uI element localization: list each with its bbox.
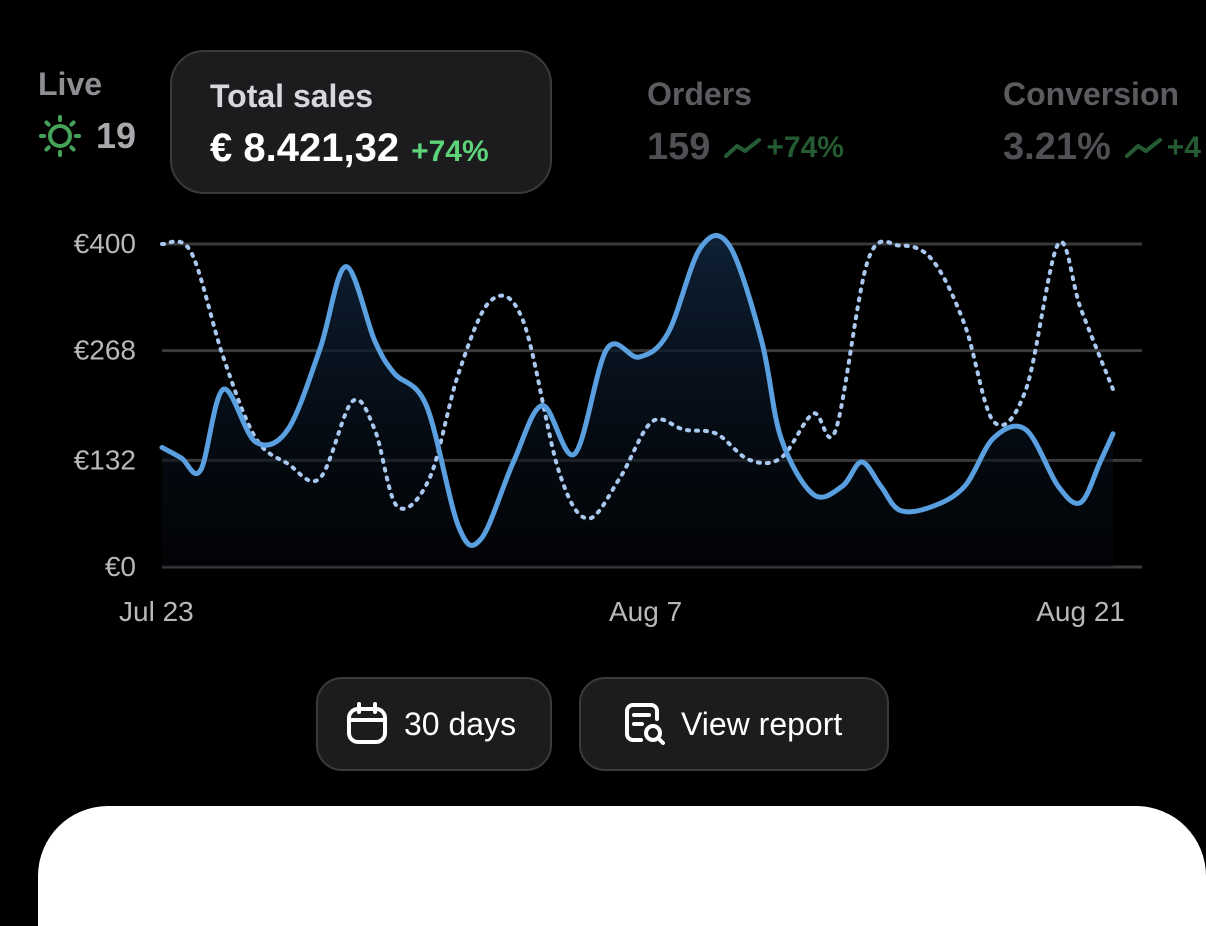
conversion-title: Conversion bbox=[1003, 76, 1180, 112]
total-sales-delta: +74% bbox=[411, 135, 489, 168]
sales-line-chart[interactable]: €400 €268 €132 €0 Jul 23 Aug 7 Aug 21 bbox=[0, 210, 1206, 630]
live-visitors: Live 19 bbox=[38, 64, 136, 158]
conversion-delta: +4 bbox=[1166, 130, 1201, 164]
conversion-value-row: 3.21% +4 bbox=[1003, 126, 1201, 169]
x-tick-label: Jul 23 bbox=[119, 596, 194, 627]
view-report-button[interactable]: View report bbox=[579, 677, 889, 771]
orders-title: Orders bbox=[647, 76, 752, 112]
date-range-button[interactable]: 30 days bbox=[316, 677, 552, 771]
total-sales-title: Total sales bbox=[210, 78, 374, 114]
orders-value: 159 bbox=[647, 126, 711, 168]
sun-icon bbox=[39, 115, 81, 157]
trend-up-icon bbox=[724, 137, 762, 158]
current-period-area bbox=[162, 235, 1113, 567]
live-count: 19 bbox=[96, 115, 137, 156]
previous-period-line bbox=[160, 239, 1115, 521]
orders-value-row: 159 +74% bbox=[647, 126, 844, 169]
view-report-label: View report bbox=[681, 705, 843, 742]
bottom-sheet bbox=[38, 806, 1206, 926]
y-tick-label: €268 bbox=[74, 335, 136, 366]
trend-up-icon bbox=[1124, 137, 1162, 158]
orders-metric[interactable]: Orders 159 +74% bbox=[647, 74, 844, 169]
y-tick-label: €132 bbox=[74, 444, 136, 475]
x-tick-label: Aug 7 bbox=[609, 596, 682, 627]
y-tick-label: €400 bbox=[74, 228, 136, 259]
current-period-line bbox=[159, 233, 1116, 548]
total-sales-card[interactable]: Total sales € 8.421,32 +74% bbox=[170, 50, 552, 194]
date-range-label: 30 days bbox=[404, 705, 517, 742]
calendar-icon bbox=[347, 702, 387, 744]
live-row: 19 bbox=[38, 114, 136, 158]
y-tick-label: €0 bbox=[105, 551, 136, 582]
report-search-icon bbox=[625, 703, 665, 745]
conversion-value: 3.21% bbox=[1003, 126, 1111, 168]
conversion-metric[interactable]: Conversion 3.21% +4 bbox=[1003, 74, 1201, 169]
live-label: Live bbox=[38, 66, 103, 102]
x-tick-label: Aug 21 bbox=[1036, 596, 1125, 627]
total-sales-value-row: € 8.421,32 +74% bbox=[210, 126, 550, 171]
total-sales-value: € 8.421,32 bbox=[210, 126, 400, 170]
orders-delta: +74% bbox=[766, 130, 844, 164]
